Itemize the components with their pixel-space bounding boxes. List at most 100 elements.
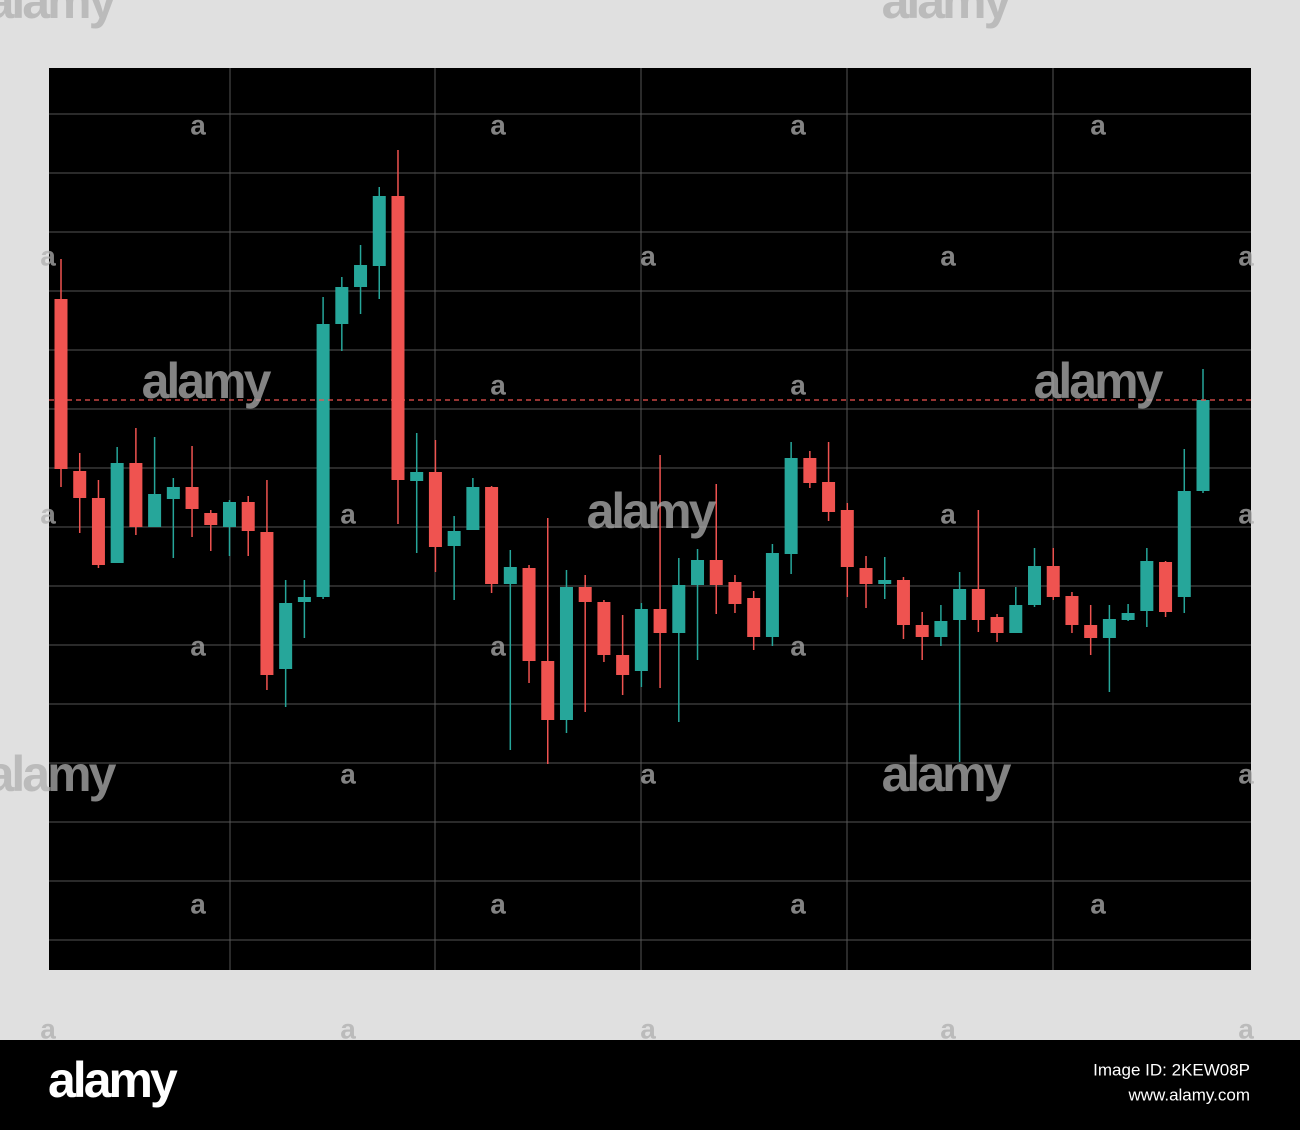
candle-body bbox=[859, 568, 873, 584]
candle-body bbox=[1065, 596, 1079, 625]
candle-body bbox=[1196, 400, 1210, 491]
candle-body bbox=[990, 617, 1004, 633]
candle-body bbox=[410, 472, 424, 481]
footer-band bbox=[0, 1040, 1300, 1130]
watermark-mark: a bbox=[1090, 109, 1106, 140]
candle-body bbox=[54, 299, 68, 469]
candle-body bbox=[335, 287, 349, 324]
candle-body bbox=[466, 487, 480, 530]
candle-body bbox=[222, 502, 236, 527]
watermark-mark: a bbox=[190, 630, 206, 661]
candle-body bbox=[559, 587, 573, 720]
watermark-mark: a bbox=[490, 630, 506, 661]
watermark-mark: a bbox=[1238, 1013, 1254, 1044]
watermark-mark: a bbox=[940, 240, 956, 271]
candle-body bbox=[522, 568, 536, 661]
watermark-mark: a bbox=[940, 498, 956, 529]
image-id: Image ID: 2KEW08P bbox=[1093, 1060, 1250, 1079]
candle-body bbox=[241, 502, 255, 531]
candle-body bbox=[822, 482, 836, 512]
candle-body bbox=[747, 598, 761, 637]
candle-body bbox=[878, 580, 892, 584]
watermark-mark: a bbox=[490, 888, 506, 919]
watermark-mark: a bbox=[790, 369, 806, 400]
watermark-mark: a bbox=[790, 888, 806, 919]
watermark-mark: a bbox=[1238, 498, 1254, 529]
candle-body bbox=[129, 463, 143, 527]
candle-body bbox=[709, 560, 723, 585]
watermark-mark: a bbox=[640, 1013, 656, 1044]
watermark: alamy bbox=[587, 483, 717, 539]
watermark: alamy bbox=[882, 746, 1012, 802]
candle-body bbox=[297, 597, 311, 602]
candle-body bbox=[91, 498, 105, 565]
candle-body bbox=[784, 458, 798, 554]
candle-body bbox=[279, 603, 293, 669]
candle-body bbox=[616, 655, 630, 675]
watermark-mark: a bbox=[490, 369, 506, 400]
watermark: alamy bbox=[1034, 353, 1164, 409]
watermark-mark: a bbox=[640, 240, 656, 271]
watermark: alamy bbox=[142, 353, 272, 409]
candle-body bbox=[185, 487, 199, 509]
watermark-mark: a bbox=[40, 1013, 56, 1044]
watermark-mark: a bbox=[40, 240, 56, 271]
watermark-mark: a bbox=[640, 758, 656, 789]
watermark-mark: a bbox=[340, 498, 356, 529]
candle-body bbox=[971, 589, 985, 620]
candle-body bbox=[1028, 566, 1042, 605]
watermark-mark: a bbox=[940, 1013, 956, 1044]
candle-body bbox=[1177, 491, 1191, 597]
watermarks: alamy alamy alamy alamy alamy alamy alamy a a a a a… bbox=[0, 0, 1254, 1044]
candles bbox=[49, 150, 1251, 764]
watermark: alamy bbox=[882, 0, 1012, 29]
candle-body bbox=[840, 510, 854, 567]
candle-body bbox=[428, 472, 442, 547]
watermark-mark: a bbox=[190, 888, 206, 919]
footer-url: www.alamy.com bbox=[1127, 1085, 1250, 1104]
watermark-mark: a bbox=[790, 109, 806, 140]
candle-body bbox=[765, 553, 779, 637]
candle-body bbox=[447, 531, 461, 546]
watermark-mark: a bbox=[1090, 888, 1106, 919]
candle-body bbox=[653, 609, 667, 633]
candle-body bbox=[1084, 625, 1098, 638]
footer-logo: alamy bbox=[48, 1052, 178, 1108]
candle-body bbox=[728, 582, 742, 604]
candle-body bbox=[354, 265, 368, 287]
candle-body bbox=[316, 324, 330, 597]
watermark-mark: a bbox=[190, 109, 206, 140]
watermark: alamy bbox=[0, 746, 117, 802]
candle-body bbox=[915, 625, 929, 637]
candle-body bbox=[672, 585, 686, 633]
watermark-mark: a bbox=[340, 758, 356, 789]
candle-body bbox=[634, 609, 648, 671]
watermark-mark: a bbox=[1238, 240, 1254, 271]
candle-body bbox=[803, 458, 817, 483]
candle-body bbox=[1009, 605, 1023, 633]
watermark-mark: a bbox=[1238, 758, 1254, 789]
candle-body bbox=[541, 661, 555, 720]
candle-body bbox=[1121, 613, 1135, 620]
candle-body bbox=[953, 589, 967, 620]
candle-body bbox=[896, 580, 910, 625]
candle-body bbox=[73, 471, 87, 498]
candle-body bbox=[391, 196, 405, 480]
horizontal-grid bbox=[49, 113, 1251, 941]
candle-body bbox=[578, 587, 592, 602]
candle-body bbox=[1046, 566, 1060, 597]
candle-body bbox=[503, 567, 517, 584]
candle-body bbox=[166, 487, 180, 499]
watermark-mark: a bbox=[490, 109, 506, 140]
candle-body bbox=[1102, 619, 1116, 638]
watermark-mark: a bbox=[340, 1013, 356, 1044]
candle-body bbox=[1159, 562, 1173, 612]
candle-body bbox=[1140, 561, 1154, 611]
candle-body bbox=[597, 602, 611, 655]
candle-body bbox=[934, 621, 948, 637]
watermark-mark: a bbox=[40, 498, 56, 529]
watermark-mark: a bbox=[790, 630, 806, 661]
candle-body bbox=[691, 560, 705, 585]
